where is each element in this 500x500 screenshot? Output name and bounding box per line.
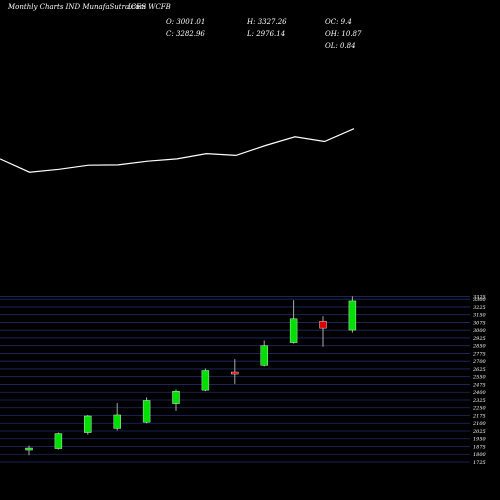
y-tick-label: 1950 [473, 437, 487, 443]
candle-up [260, 345, 268, 366]
y-tick-label: 2025 [472, 429, 486, 435]
candle-down [231, 371, 239, 375]
y-tick-label: 2925 [472, 336, 486, 342]
candle-up [25, 447, 33, 451]
open-value: O: 3001.01 [166, 18, 206, 26]
oc-value: OC: 9.4 [325, 18, 352, 26]
ol-value: OL: 0.84 [325, 42, 356, 50]
candle-up [289, 318, 298, 343]
y-tick-label: 2250 [472, 406, 487, 412]
candle-up [201, 370, 210, 391]
y-tick-label: 1875 [473, 444, 486, 450]
y-tick-label: 1725 [473, 460, 486, 466]
y-tick-label: 2700 [472, 359, 487, 365]
candle-up [172, 390, 180, 404]
y-tick-label: 3300 [473, 297, 487, 303]
candle-up [348, 300, 357, 331]
low-value: L: 2976.14 [247, 30, 286, 38]
y-tick-label: 2850 [472, 344, 487, 350]
y-tick-label: 2400 [472, 390, 487, 396]
y-tick-label: 3325 [473, 295, 486, 301]
y-tick-label: 2775 [472, 351, 486, 357]
y-tick-label: 3075 [473, 320, 486, 326]
y-tick-label: 2100 [472, 421, 487, 427]
y-tick-label: 2625 [472, 367, 486, 373]
series-line [0, 128, 355, 173]
candle-up [142, 400, 151, 423]
high-value: H: 3327.26 [247, 18, 287, 26]
y-tick-label: 3225 [473, 305, 486, 311]
chart-source-title: Monthly Charts IND MunafaSutra.com [8, 3, 147, 11]
y-tick-label: 3150 [473, 313, 487, 319]
symbol-label: ICES WCFB [128, 3, 171, 11]
y-tick-label: 2550 [472, 375, 487, 381]
candle-up [54, 433, 63, 449]
y-tick-label: 2175 [472, 413, 486, 419]
close-value: C: 3282.96 [166, 30, 205, 38]
oh-value: OH: 10.87 [325, 30, 362, 38]
candle-up [113, 414, 121, 429]
candle-down [319, 321, 327, 329]
candle-up [84, 415, 92, 433]
y-tick-label: 3000 [473, 328, 487, 334]
y-tick-label: 1800 [473, 452, 487, 458]
y-tick-label: 2475 [472, 382, 486, 388]
y-tick-label: 2325 [472, 398, 486, 404]
